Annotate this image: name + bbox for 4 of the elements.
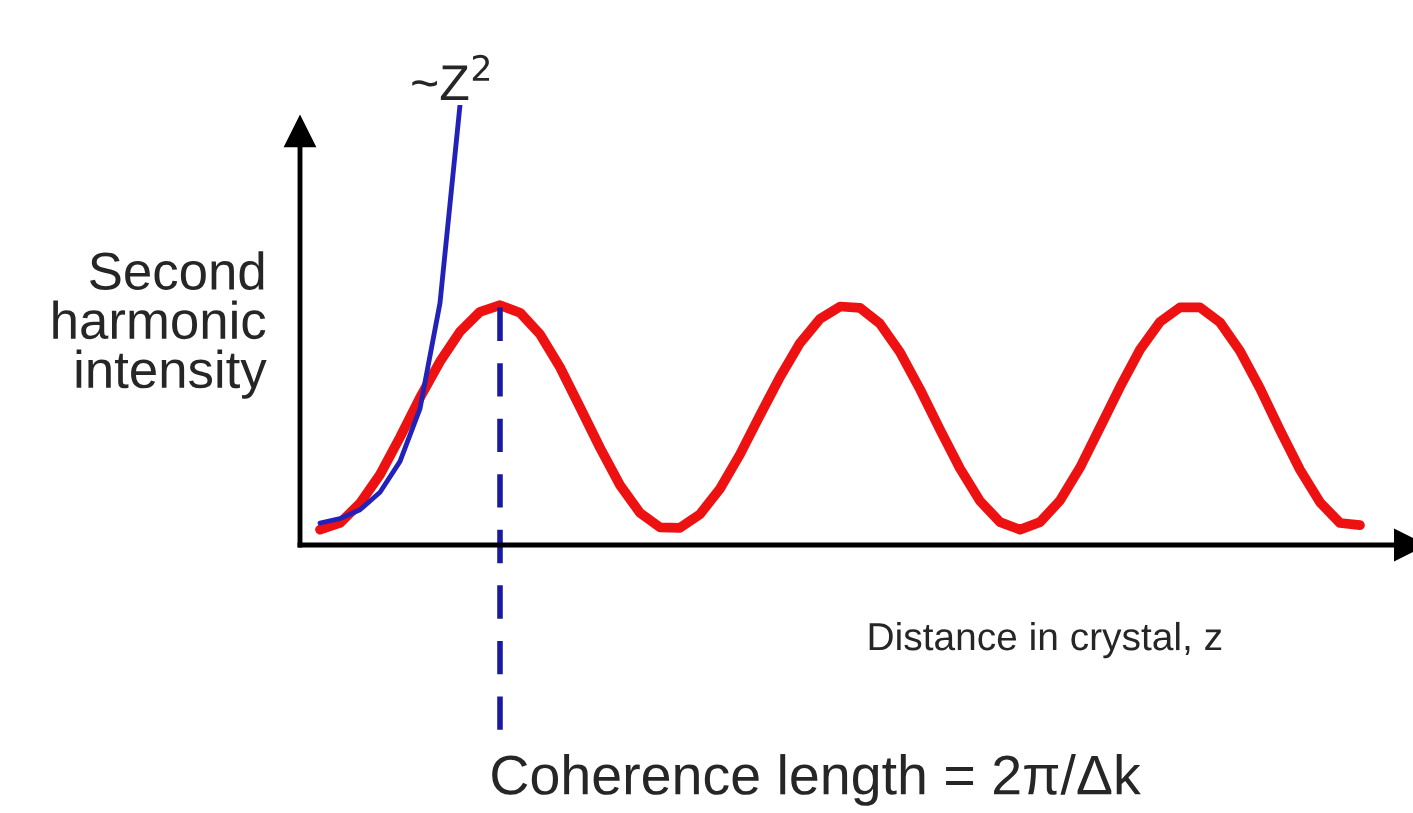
text: Coherence length = 2π/Δk bbox=[492, 754, 1141, 806]
text: ~Z$^{2}$ bbox=[412, 54, 490, 100]
x-axis-title: Distance in crystal, z bbox=[869, 621, 1222, 659]
y-axis-title: Second harmonic intensity bbox=[53, 251, 267, 399]
